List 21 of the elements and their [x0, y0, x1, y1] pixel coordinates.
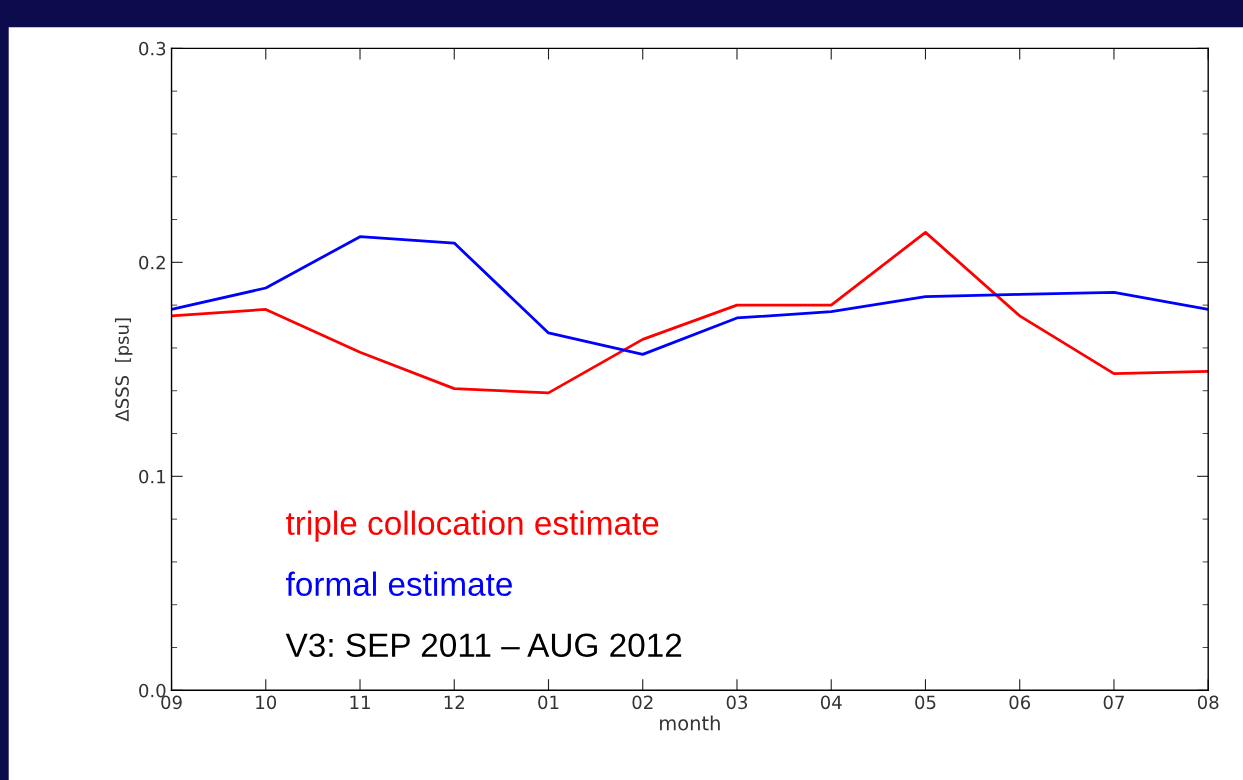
y-tick-label: 0.3 [139, 41, 166, 56]
y-axis-title: ΔSSS [psu] [114, 318, 133, 422]
x-tick-label: 01 [538, 695, 559, 710]
x-tick-label: 04 [820, 695, 842, 710]
x-tick-label: 03 [726, 695, 748, 710]
x-axis-title: month [660, 715, 720, 731]
x-tick-label: 05 [915, 695, 936, 710]
text: formal estimate [286, 571, 512, 597]
x-tick-label: 06 [1009, 695, 1031, 710]
x-tick-label: 02 [632, 695, 653, 710]
annotation: V3: SEP 2011 – AUG 2012 [285, 633, 682, 658]
x-tick-label: 11 [350, 695, 370, 709]
line-series [171, 235, 1209, 356]
line-series [171, 230, 1209, 395]
y-tick-label: 0.2 [139, 255, 165, 270]
x-tick-label: 08 [1197, 695, 1219, 710]
text: triple collocation estimate [286, 510, 659, 542]
x-tick-label: 07 [1103, 695, 1124, 710]
x-tick-label: 10 [256, 695, 277, 710]
y-tick-label: 0.1 [139, 469, 166, 484]
x-tick-label: 12 [444, 695, 464, 709]
